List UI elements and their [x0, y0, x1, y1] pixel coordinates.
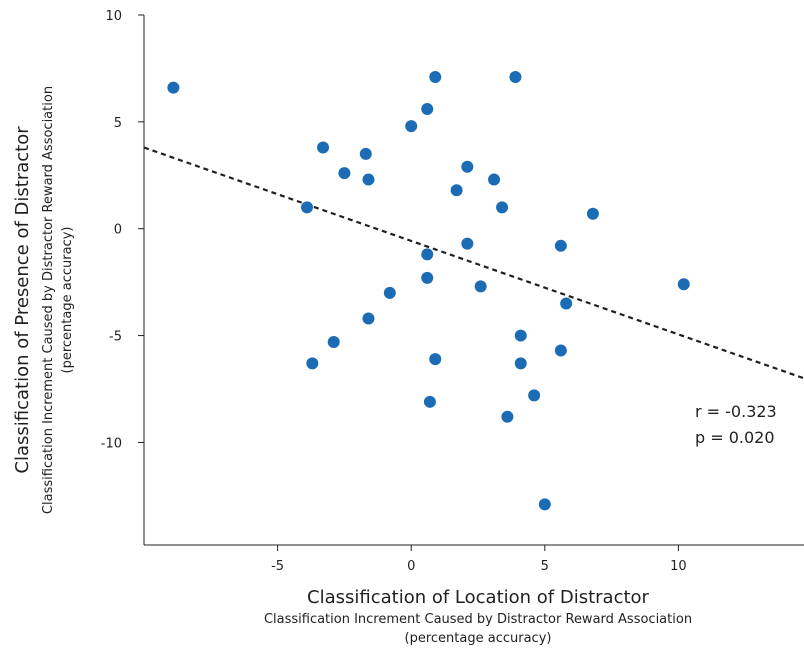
data-point: [300, 201, 313, 214]
y-tick-label: -10: [101, 436, 122, 451]
data-point: [421, 271, 434, 284]
data-point: [383, 286, 396, 299]
data-point: [317, 141, 330, 154]
data-point: [514, 357, 527, 370]
x-ticks: -5 0 5 10: [271, 545, 687, 574]
y-axis-title: Classification of Presence of Distractor: [12, 126, 33, 474]
r-value-annotation: r = -0.323: [695, 402, 777, 421]
data-point: [528, 389, 541, 402]
data-point: [538, 498, 551, 511]
data-point: [461, 160, 474, 173]
data-point: [423, 395, 436, 408]
y-axis-subtitle: Classification Increment Caused by Distr…: [41, 86, 56, 514]
data-point: [554, 239, 567, 252]
x-tick-label: -5: [271, 559, 284, 574]
data-points: [167, 70, 690, 511]
data-point: [488, 173, 501, 186]
data-point: [461, 237, 474, 250]
y-tick-label: 5: [114, 116, 122, 131]
y-ticks: 10 5 0 -5 -10: [101, 9, 144, 451]
data-point: [514, 329, 527, 342]
data-point: [560, 297, 573, 310]
data-point: [474, 280, 487, 293]
y-tick-label: 10: [105, 9, 122, 24]
data-point: [554, 344, 567, 357]
data-point: [306, 357, 319, 370]
data-point: [677, 278, 690, 291]
data-point: [586, 207, 599, 220]
data-point: [501, 410, 514, 423]
x-axis-title: Classification of Location of Distractor: [307, 587, 650, 608]
data-point: [421, 103, 434, 116]
data-point: [359, 147, 372, 160]
x-axis-subtitle: Classification Increment Caused by Distr…: [264, 612, 692, 627]
data-point: [338, 167, 351, 180]
y-axis-unit: (percentage accuracy): [60, 227, 75, 374]
x-tick-label: 0: [407, 559, 415, 574]
x-axis-unit: (percentage accuracy): [405, 631, 552, 646]
data-point: [429, 353, 442, 366]
p-value-annotation: p = 0.020: [695, 428, 775, 447]
data-point: [429, 70, 442, 83]
data-point: [405, 120, 418, 133]
data-point: [450, 184, 463, 197]
data-point: [509, 70, 522, 83]
data-point: [362, 173, 375, 186]
x-tick-label: 5: [541, 559, 549, 574]
y-tick-label: -5: [109, 330, 122, 345]
data-point: [362, 312, 375, 325]
data-point: [421, 248, 434, 261]
trend-line: [143, 146, 804, 380]
axes: [143, 15, 804, 546]
y-tick-label: 0: [114, 223, 122, 238]
data-point: [327, 335, 340, 348]
data-point: [167, 81, 180, 94]
data-point: [496, 201, 509, 214]
x-tick-label: 10: [670, 559, 687, 574]
